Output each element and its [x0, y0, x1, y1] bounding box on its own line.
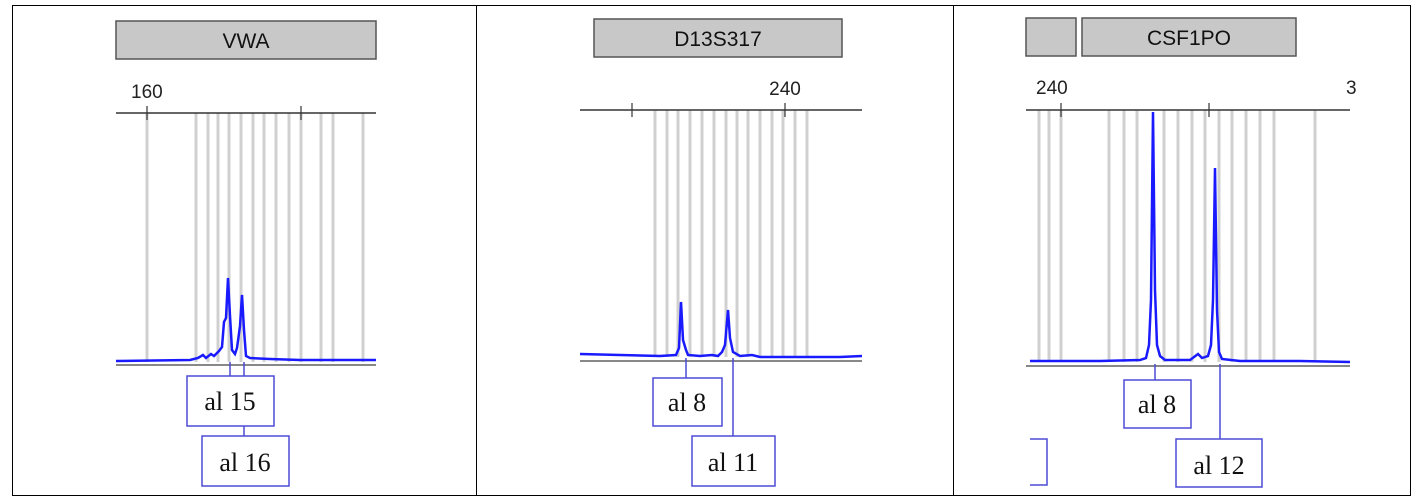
bin-lines: [653, 110, 809, 357]
allele-label: al 12: [1193, 451, 1244, 480]
panel-divider: [953, 5, 954, 496]
allele-box: [1123, 379, 1192, 429]
allele-box: [652, 377, 723, 427]
allele-box-partial: [1030, 438, 1048, 486]
bin-lines: [1037, 110, 1317, 362]
allele-label: al 15: [204, 387, 255, 416]
allele-box: [186, 375, 275, 427]
allele-box: [1175, 438, 1263, 488]
locus-label: CSF1PO: [1147, 27, 1231, 50]
figure-frame: [12, 5, 1411, 496]
bin-lines: [145, 113, 365, 362]
locus-header: [593, 18, 843, 58]
allele-box: [691, 435, 776, 487]
allele-label: al 16: [219, 448, 270, 477]
locus-header-partial: [1025, 17, 1077, 57]
scale-label: 240: [769, 79, 801, 100]
locus-label: D13S317: [674, 28, 762, 51]
allele-box: [201, 435, 290, 487]
allele-label: al 8: [1138, 390, 1176, 419]
scale-label: 3: [1346, 78, 1357, 99]
scale-label: 160: [131, 82, 163, 103]
panel-divider: [476, 5, 477, 496]
locus-header: [115, 20, 377, 60]
allele-label: al 8: [668, 388, 706, 417]
electropherogram-trace: [115, 277, 376, 363]
electropherogram-trace: [1030, 111, 1351, 364]
locus-header: [1081, 17, 1297, 57]
allele-label: al 11: [708, 448, 758, 477]
scale-label: 240: [1036, 78, 1068, 99]
electropherogram-trace: [579, 301, 863, 359]
locus-label: VWA: [222, 30, 269, 53]
